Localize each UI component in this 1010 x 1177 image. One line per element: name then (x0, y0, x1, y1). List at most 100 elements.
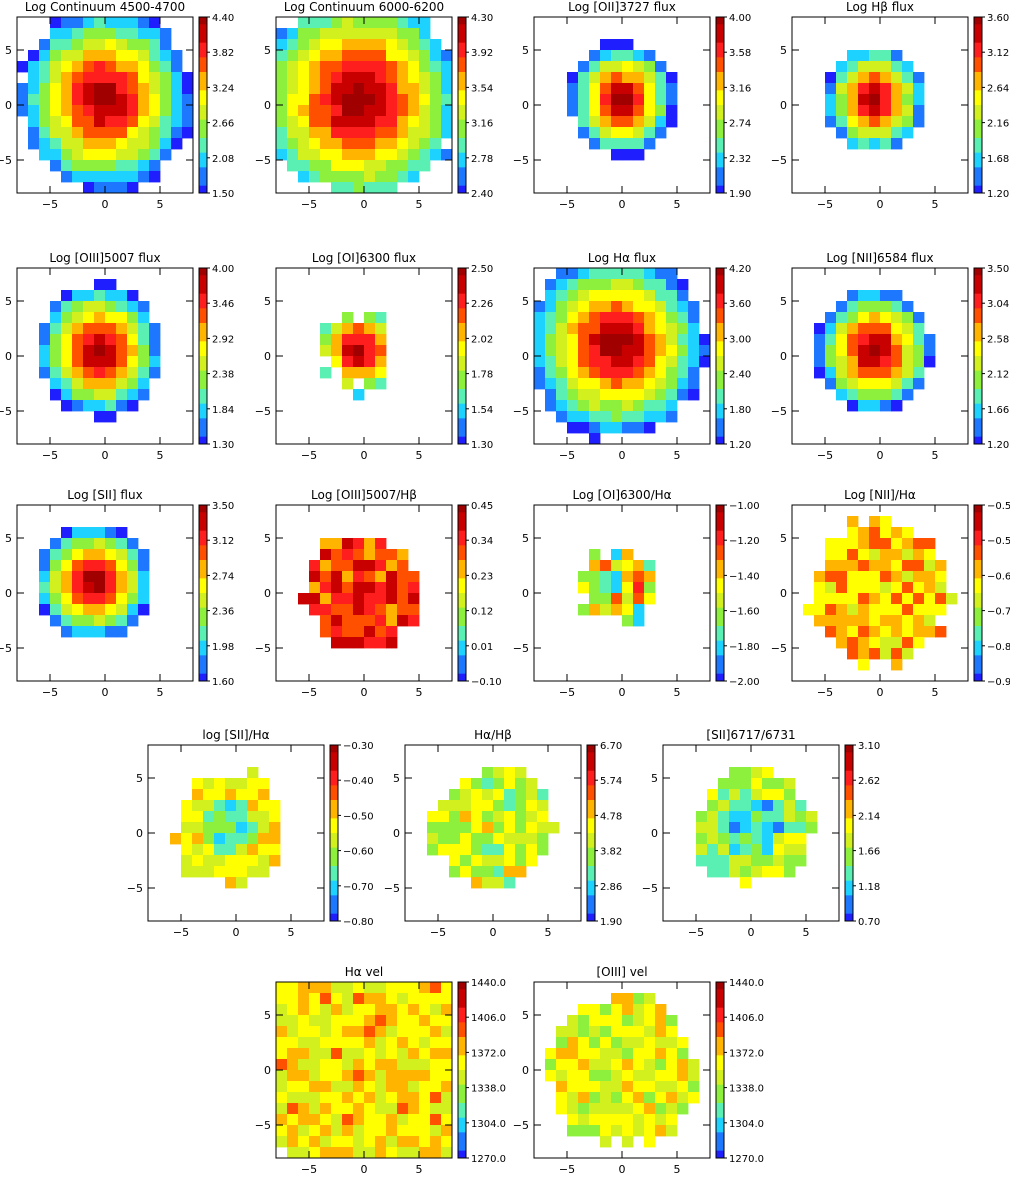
heatmap-cell (611, 83, 623, 95)
heatmap-cell (50, 389, 62, 401)
heatmap-cell (397, 593, 409, 605)
colorbar-segment (974, 282, 982, 287)
heatmap-cell (94, 323, 106, 335)
colorbar-segment (974, 293, 982, 298)
heatmap-cell (891, 378, 903, 390)
heatmap-cell (61, 290, 73, 302)
heatmap-cell (364, 1103, 376, 1115)
heatmap-cell (622, 127, 634, 139)
heatmap-cell (718, 822, 730, 834)
heatmap-cell (430, 1147, 442, 1159)
heatmap-cell (105, 312, 117, 324)
heatmap-cell (880, 378, 892, 390)
heatmap-cell (847, 290, 859, 302)
heatmap-cell (236, 789, 248, 801)
colorbar-segment (458, 508, 466, 513)
heatmap-cell (160, 105, 172, 117)
colorbar-segment (458, 1106, 466, 1111)
colorbar-segment (716, 989, 724, 994)
colorbar-segment (199, 61, 207, 66)
heatmap-cell (269, 800, 281, 812)
heatmap-cell (138, 312, 150, 324)
colorbar-segment (330, 825, 338, 830)
heatmap-cell (578, 604, 590, 616)
heatmap-cell (258, 844, 270, 856)
colorbar-segment (199, 53, 207, 58)
colorbar-segment (199, 670, 207, 675)
heatmap-cell (61, 626, 73, 638)
colorbar-segment (587, 847, 595, 852)
heatmap-cell (181, 833, 193, 845)
heatmap-cell (353, 345, 365, 357)
heatmap-cell (94, 50, 106, 62)
heatmap-cell (567, 83, 579, 95)
colorbar-label: 1.84 (212, 405, 234, 416)
heatmap-cell (375, 593, 387, 605)
colorbar-segment (716, 334, 724, 339)
colorbar-label: 2.86 (600, 882, 622, 893)
colorbar-segment (587, 895, 595, 900)
colorbar-segment (716, 585, 724, 590)
heatmap-cell (138, 560, 150, 572)
heatmap-cell (814, 571, 826, 583)
colorbar-segment (458, 50, 466, 55)
heatmap-cell (397, 1026, 409, 1038)
heatmap-cell (397, 604, 409, 616)
colorbar-segment (845, 836, 853, 841)
heatmap-cell (589, 1059, 601, 1071)
heatmap-cell (105, 290, 117, 302)
heatmap-cell (633, 83, 645, 95)
heatmap-cell (666, 1015, 678, 1027)
heatmap-cell (320, 1004, 332, 1016)
colorbar-segment (199, 378, 207, 383)
heatmap-cell (342, 116, 354, 128)
heatmap-cell (39, 593, 51, 605)
heatmap-cell (688, 312, 700, 324)
heatmap-cell (364, 560, 376, 572)
colorbar-segment (716, 101, 724, 106)
heatmap-cell (611, 268, 623, 280)
heatmap-cell (397, 1136, 409, 1148)
heatmap-cell (847, 516, 859, 528)
colorbar-segment (845, 880, 853, 885)
heatmap-cell (825, 604, 837, 616)
heatmap-cell (655, 1048, 667, 1060)
colorbar-label: 1.20 (987, 189, 1009, 200)
heatmap-cell (600, 50, 612, 62)
heatmap-cell (847, 83, 859, 95)
colorbar-segment (458, 370, 466, 375)
heatmap-cell (825, 593, 837, 605)
colorbar-segment (716, 1099, 724, 1104)
heatmap-cell (677, 334, 689, 346)
heatmap-cell (39, 560, 51, 572)
panel-title: Log Continuum 4500-4700 (25, 0, 185, 14)
panel-17: −5 0 5−505[OIII] vel1440.01406.01372.01338… (513, 965, 764, 1176)
heatmap-cell (556, 356, 568, 368)
colorbar-segment (587, 869, 595, 874)
colorbar-segment (716, 370, 724, 375)
colorbar-segment (458, 1015, 466, 1020)
colorbar-label: 2.50 (471, 264, 493, 275)
colorbar-segment (587, 888, 595, 893)
heatmap-cell (39, 39, 51, 51)
heatmap-cell (924, 549, 936, 561)
heatmap-cell (902, 549, 914, 561)
colorbar-segment (587, 796, 595, 801)
colorbar-segment (974, 28, 982, 33)
colorbar-label: 3.58 (729, 48, 751, 59)
colorbar-segment (716, 301, 724, 306)
heatmap-cell (600, 1070, 612, 1082)
heatmap-cell (419, 1059, 431, 1071)
heatmap-cell (567, 345, 579, 357)
heatmap-cell (309, 171, 321, 183)
heatmap-cell (116, 182, 128, 194)
heatmap-cell (644, 1092, 656, 1104)
y-tick-label: 5 (522, 532, 529, 545)
heatmap-cell (504, 767, 516, 779)
heatmap-cell (105, 582, 117, 594)
colorbar: 4.303.923.543.162.782.40 (457, 13, 493, 200)
colorbar-segment (974, 640, 982, 645)
colorbar-segment (199, 523, 207, 528)
heatmap-cell (633, 1125, 645, 1137)
heatmap-cell (419, 1125, 431, 1137)
